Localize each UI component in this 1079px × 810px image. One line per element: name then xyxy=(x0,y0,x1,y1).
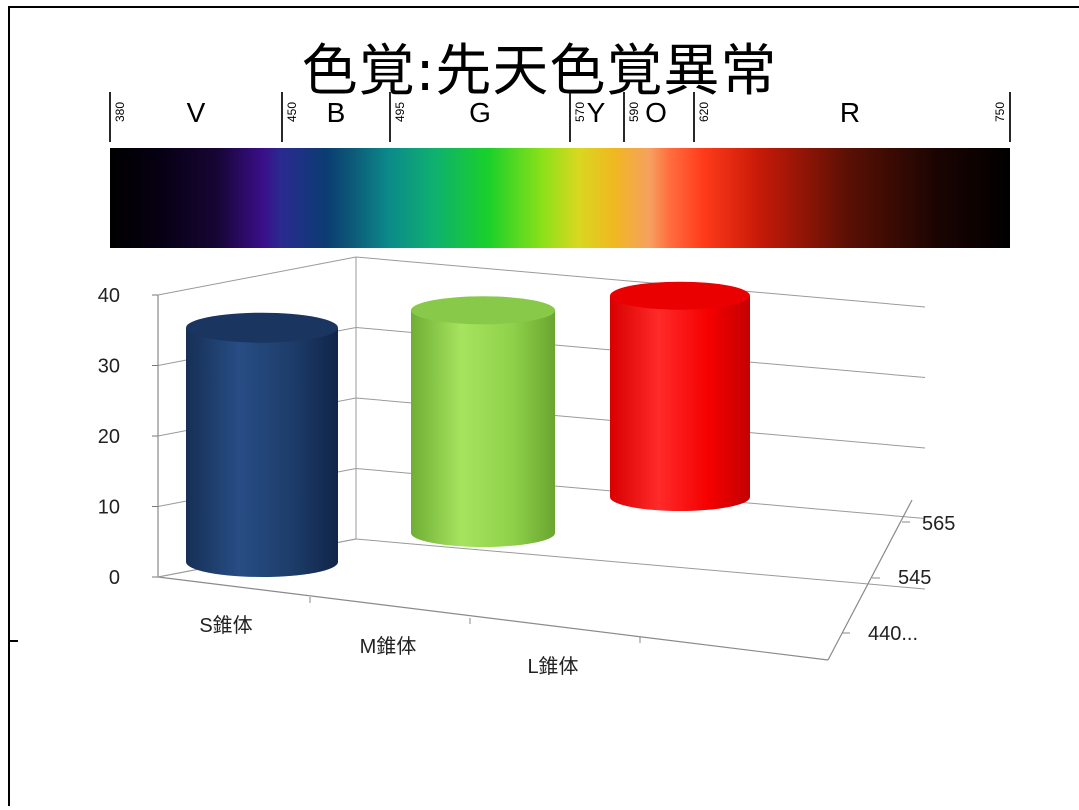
spectrum-gradient xyxy=(110,148,1010,248)
y-tick-label: 30 xyxy=(98,356,120,378)
y-tick-label: 20 xyxy=(98,426,120,448)
bars xyxy=(186,281,750,577)
cylinder-body xyxy=(411,310,555,547)
gridline-side xyxy=(157,256,357,296)
y-tick-label: 40 xyxy=(98,285,120,307)
spectrum-band-letter: G xyxy=(469,97,491,128)
spectrum-wavelength-label: 620 xyxy=(697,102,711,122)
spectrum-band-letter: V xyxy=(187,97,206,128)
depth-label: 440... xyxy=(868,623,918,645)
cylinder-body xyxy=(610,295,750,511)
cylinder-top xyxy=(411,296,555,325)
slide-border-mark xyxy=(8,640,18,642)
spectrum-wavelength-label: 570 xyxy=(573,102,587,122)
y-tick-label: 0 xyxy=(109,567,120,589)
slide-border-top xyxy=(8,6,1079,8)
slide-title: 色覚:先天色覚異常 xyxy=(301,39,778,104)
x-category-label: L錐体 xyxy=(527,655,578,678)
spectrum-wavelength-label: 590 xyxy=(627,102,641,122)
y-tick-label: 10 xyxy=(98,497,120,519)
x-category-label: M錐体 xyxy=(360,635,417,658)
spectrum-wavelength-label: 380 xyxy=(113,102,127,122)
spectrum-band-letter: B xyxy=(327,97,346,128)
spectrum-wavelength-label: 495 xyxy=(393,102,407,122)
spectrum-wavelength-label: 450 xyxy=(285,102,299,122)
spectrum-wavelength-label: 750 xyxy=(993,102,1007,122)
cylinder-bar xyxy=(610,281,750,511)
depth-label: 565 xyxy=(922,513,955,535)
cylinder-top xyxy=(610,281,750,310)
spectrum-band-letter: R xyxy=(840,97,860,128)
gridline-back xyxy=(355,256,926,308)
spectrum-bar: V B G Y O R 380 450 495 570 590 620 750 xyxy=(109,92,1011,248)
axis-labels: 0 10 20 30 40 S錐体 M錐体 L錐体 440... 545 565 xyxy=(98,285,956,678)
x-category-label: S錐体 xyxy=(199,614,252,637)
cylinder-body xyxy=(186,327,338,577)
spectrum-band-letter: O xyxy=(645,97,667,128)
x-axis xyxy=(157,576,829,661)
cylinder-bar xyxy=(186,312,338,577)
cylinder-top xyxy=(186,312,338,343)
spectrum-band-letter: Y xyxy=(587,97,606,128)
cylinder-bar xyxy=(411,296,555,547)
slide-border-left xyxy=(8,6,10,806)
depth-label: 545 xyxy=(898,567,931,589)
gridline-back xyxy=(355,538,926,590)
